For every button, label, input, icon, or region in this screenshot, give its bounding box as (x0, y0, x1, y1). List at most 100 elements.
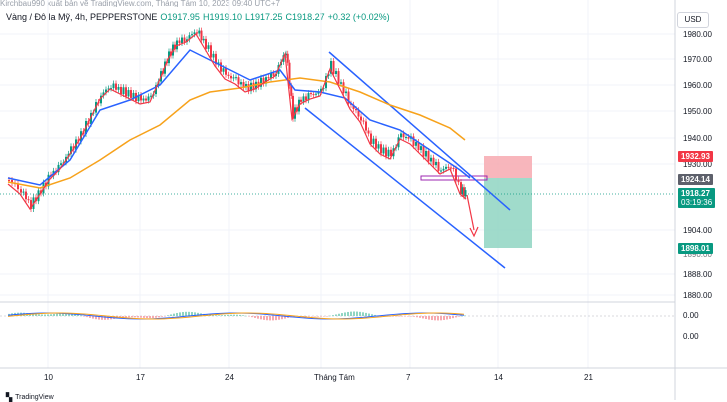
symbol-name[interactable]: Vàng / Đô la Mỹ, 4h, PEPPERSTONE (6, 12, 158, 22)
candle (367, 130, 370, 134)
oscillator-axis-label: 0.00 (683, 332, 699, 341)
candle (430, 157, 432, 162)
candle (400, 133, 402, 138)
oscillator-bar (416, 316, 418, 318)
candle (145, 98, 147, 101)
candle (270, 73, 272, 78)
candle (365, 121, 367, 131)
oscillator-bar (89, 316, 91, 318)
oscillator-bar (464, 315, 466, 316)
oscillator-bar (197, 312, 199, 316)
oscillator-bar (83, 316, 85, 317)
candle (435, 161, 437, 166)
oscillator-bar (146, 316, 148, 319)
price-axis-label: 1960.00 (683, 81, 712, 90)
take-profit-zone[interactable] (484, 178, 532, 248)
candle (137, 94, 140, 102)
candle (110, 88, 112, 90)
channel-upper-line[interactable] (328, 51, 511, 211)
oscillator-bar (239, 314, 241, 316)
price-axis-label: 1980.00 (683, 30, 712, 39)
oscillator-bar (95, 316, 97, 320)
moving-average-fast[interactable] (7, 33, 467, 211)
oscillator-bar (227, 314, 229, 316)
candle (198, 30, 201, 34)
candle (432, 157, 435, 166)
projection-arrow-line[interactable] (466, 194, 475, 231)
moving-average-mid[interactable] (7, 49, 471, 186)
oscillator-bar (362, 312, 364, 316)
candle (332, 61, 335, 74)
candle (102, 92, 105, 96)
candle (455, 168, 457, 180)
candle (202, 38, 205, 41)
price-axis-label: 1930.00 (683, 160, 712, 169)
candle (193, 32, 196, 35)
symbol-legend[interactable]: Vàng / Đô la Mỹ, 4h, PEPPERSTONE O1917.9… (6, 12, 390, 22)
oscillator-bar (152, 316, 154, 318)
oscillator-bar (422, 316, 424, 319)
oscillator-bar (311, 316, 313, 317)
oscillator-bar (224, 315, 226, 316)
time-axis-label: 7 (406, 373, 411, 382)
oscillator-bar (137, 316, 139, 318)
candle (220, 62, 222, 72)
stop-loss-zone[interactable] (484, 156, 532, 178)
candle (420, 146, 422, 151)
oscillator-bar (266, 316, 268, 321)
candle (302, 96, 305, 102)
oscillator-bar (359, 311, 361, 316)
oscillator-bar (437, 316, 439, 321)
price-axis-label: 1940.00 (683, 134, 712, 143)
candle (107, 88, 110, 90)
candle (417, 142, 420, 151)
candle (412, 136, 415, 146)
candle (422, 146, 425, 157)
time-axis-label: 21 (584, 373, 593, 382)
oscillator-bar (419, 316, 421, 318)
candle (183, 37, 186, 42)
candle (355, 108, 357, 111)
oscillator-bar (128, 316, 130, 318)
oscillator-bar (242, 315, 244, 316)
candle (90, 112, 92, 124)
candle (100, 95, 102, 104)
channel-lower-line[interactable] (304, 107, 506, 269)
candle (305, 96, 307, 101)
oscillator-bar (182, 312, 184, 316)
price-axis-label: 1880.00 (683, 291, 712, 300)
candle (330, 61, 332, 74)
take-profit-tag: 1898.01 (678, 243, 713, 254)
candle (147, 96, 150, 101)
candle (25, 191, 27, 200)
candle (407, 137, 410, 139)
candle (387, 149, 390, 157)
tradingview-logo[interactable]: ▚ TradingView (6, 393, 54, 402)
candle (447, 166, 450, 168)
candle (191, 34, 193, 36)
candle (320, 88, 322, 92)
oscillator-bar (44, 314, 46, 316)
oscillator-bar (443, 316, 445, 321)
candle (105, 89, 107, 93)
candle (227, 74, 230, 76)
candle (360, 116, 362, 121)
candle (150, 95, 152, 97)
candle (402, 133, 405, 138)
oscillator-bar (278, 316, 280, 320)
candle (442, 168, 445, 171)
oscillator-bar (302, 316, 304, 317)
oscillator-bar (122, 316, 124, 318)
candle (125, 87, 127, 97)
candle (440, 170, 442, 172)
candle (307, 93, 310, 101)
candle (362, 120, 365, 122)
candle (115, 83, 117, 90)
oscillator-bar (68, 313, 70, 316)
moving-average-slow[interactable] (7, 77, 466, 189)
candle (57, 164, 60, 173)
currency-button[interactable]: USD (677, 12, 709, 28)
oscillator-bar (92, 316, 94, 319)
